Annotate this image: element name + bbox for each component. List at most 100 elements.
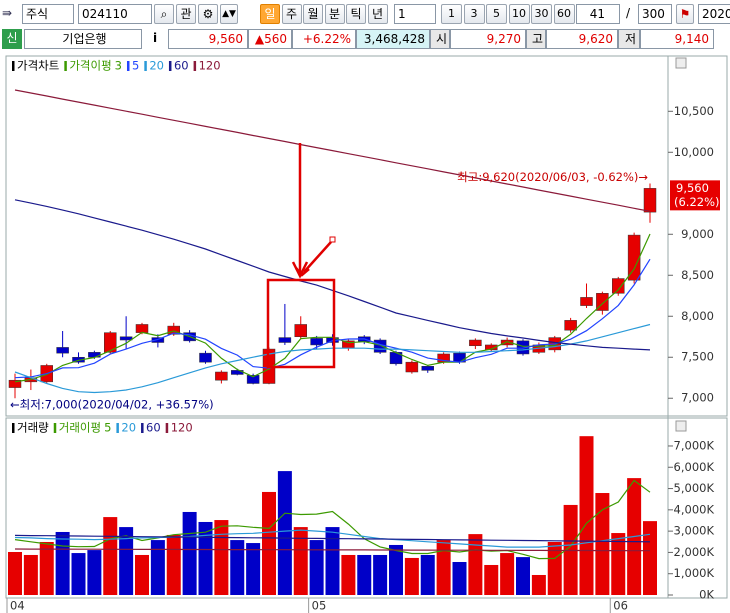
spin-button[interactable]: ▲▼ <box>220 4 238 24</box>
period-button[interactable]: 분 <box>324 4 345 24</box>
watch-button[interactable]: 관 <box>176 4 196 24</box>
info-button[interactable]: i <box>152 31 158 45</box>
low-annotation: ←최저:7,000(2020/04/02, +36.57%) <box>10 398 214 412</box>
volume: 3,468,428 <box>356 29 430 49</box>
flag: 신 <box>2 29 22 49</box>
volume-bar <box>373 554 388 595</box>
volume-bar <box>420 554 435 595</box>
legend-label: 60 <box>146 421 161 435</box>
candle-body <box>151 337 165 343</box>
x-tick-label: 06 <box>613 599 628 613</box>
code-input[interactable]: 024110 <box>78 4 152 24</box>
y-tick-label: 9,000 <box>681 227 714 241</box>
interval-button[interactable]: 10 <box>508 4 530 24</box>
candle-body <box>564 320 577 331</box>
unit-select[interactable]: 1 <box>394 4 436 24</box>
open: 9,270 <box>450 29 526 49</box>
legend-label: 20 <box>149 59 164 73</box>
change: ▲560 <box>248 29 292 49</box>
volume-bar <box>436 540 451 595</box>
period-button[interactable]: 틱 <box>346 4 366 24</box>
candle-body <box>580 297 593 306</box>
candle-body <box>643 188 657 213</box>
y-tick-label: 4,000K <box>674 502 715 516</box>
volume-bar <box>595 493 610 595</box>
interval-button[interactable]: 60 <box>553 4 575 24</box>
volume-bar <box>119 527 134 595</box>
moving-average-line <box>14 323 651 394</box>
period-button[interactable]: 년 <box>367 4 388 24</box>
x-tick-label: 04 <box>10 599 25 613</box>
candle-body <box>215 371 228 381</box>
price-panel <box>5 55 728 417</box>
interval-button[interactable]: 3 <box>463 4 485 24</box>
volume-bar <box>611 533 626 595</box>
settings-button[interactable]: ⚑ <box>676 4 694 24</box>
y-tick-label: 0K <box>699 587 714 601</box>
interval-button[interactable]: 5 <box>486 4 507 24</box>
y-tick-label: 7,000K <box>674 438 715 452</box>
panel-max[interactable] <box>675 420 687 432</box>
candle-body <box>119 336 133 341</box>
volume-bar <box>325 527 340 595</box>
volume-bar <box>230 540 245 595</box>
market: 주식 <box>26 7 49 21</box>
menu-icon[interactable]: ⇛ <box>2 6 13 20</box>
last-price-box <box>670 180 720 211</box>
legend-label: 5 <box>132 59 139 73</box>
volume-bar <box>484 564 499 595</box>
period-button[interactable]: 월 <box>303 4 323 24</box>
rate: +6.22% <box>292 29 356 49</box>
separator: / <box>626 6 631 20</box>
panel-max[interactable] <box>675 57 687 69</box>
volume-bar <box>150 540 165 595</box>
period-button[interactable]: 일 <box>260 4 280 24</box>
volume-bar <box>87 550 102 595</box>
volume-bar <box>468 534 483 595</box>
moving-average-line <box>14 89 651 212</box>
y-tick-label: 7,000 <box>681 391 714 405</box>
legend-swatch <box>64 61 67 71</box>
legend-swatch <box>141 423 144 433</box>
highlight <box>266 143 336 369</box>
candle-body <box>310 338 323 346</box>
volume-bar <box>357 554 372 595</box>
legend-swatch <box>165 423 169 433</box>
search-button[interactable]: ⌕ <box>154 4 174 24</box>
date-input[interactable]: 2020/ <box>698 4 730 24</box>
candle-body <box>500 339 514 346</box>
max-input[interactable]: 300 <box>638 4 672 24</box>
legend-label: 60 <box>174 59 189 73</box>
open-label: 시 <box>430 29 450 49</box>
count-input[interactable]: 41 <box>576 4 620 24</box>
legend-swatch <box>126 61 130 71</box>
candle-body <box>135 324 149 333</box>
watch: 관 <box>180 7 192 21</box>
legend-label: 가격이평 <box>69 59 111 73</box>
legend-label: 120 <box>199 59 221 73</box>
candle-body <box>278 337 292 343</box>
legend-label: 거래이평 <box>59 421 101 435</box>
volume-bar <box>643 521 657 595</box>
candle-body <box>405 361 419 373</box>
candle-body <box>469 339 482 347</box>
legend-swatch <box>144 61 147 71</box>
interval-button[interactable]: 30 <box>531 4 552 24</box>
market-select[interactable]: 주식 <box>22 4 74 24</box>
tool-button[interactable]: ⚙ <box>198 4 218 24</box>
y-tick-label: 6,000K <box>674 460 715 474</box>
candle-body <box>246 375 260 384</box>
handle[interactable] <box>329 236 336 243</box>
volume-bar <box>8 551 22 595</box>
high: 9,620 <box>546 29 618 49</box>
max: 300 <box>642 7 665 21</box>
y-tick-label: 5,000K <box>674 481 715 495</box>
interval-button[interactable]: 1 <box>441 4 462 24</box>
volume-bar <box>579 436 594 595</box>
arrow-head <box>291 261 309 279</box>
period-button[interactable]: 주 <box>281 4 302 24</box>
high-annotation: 최고:9,620(2020/06/03, -0.62%)→ <box>457 170 648 184</box>
unit: 1 <box>398 7 406 21</box>
moving-average-line <box>14 233 651 383</box>
